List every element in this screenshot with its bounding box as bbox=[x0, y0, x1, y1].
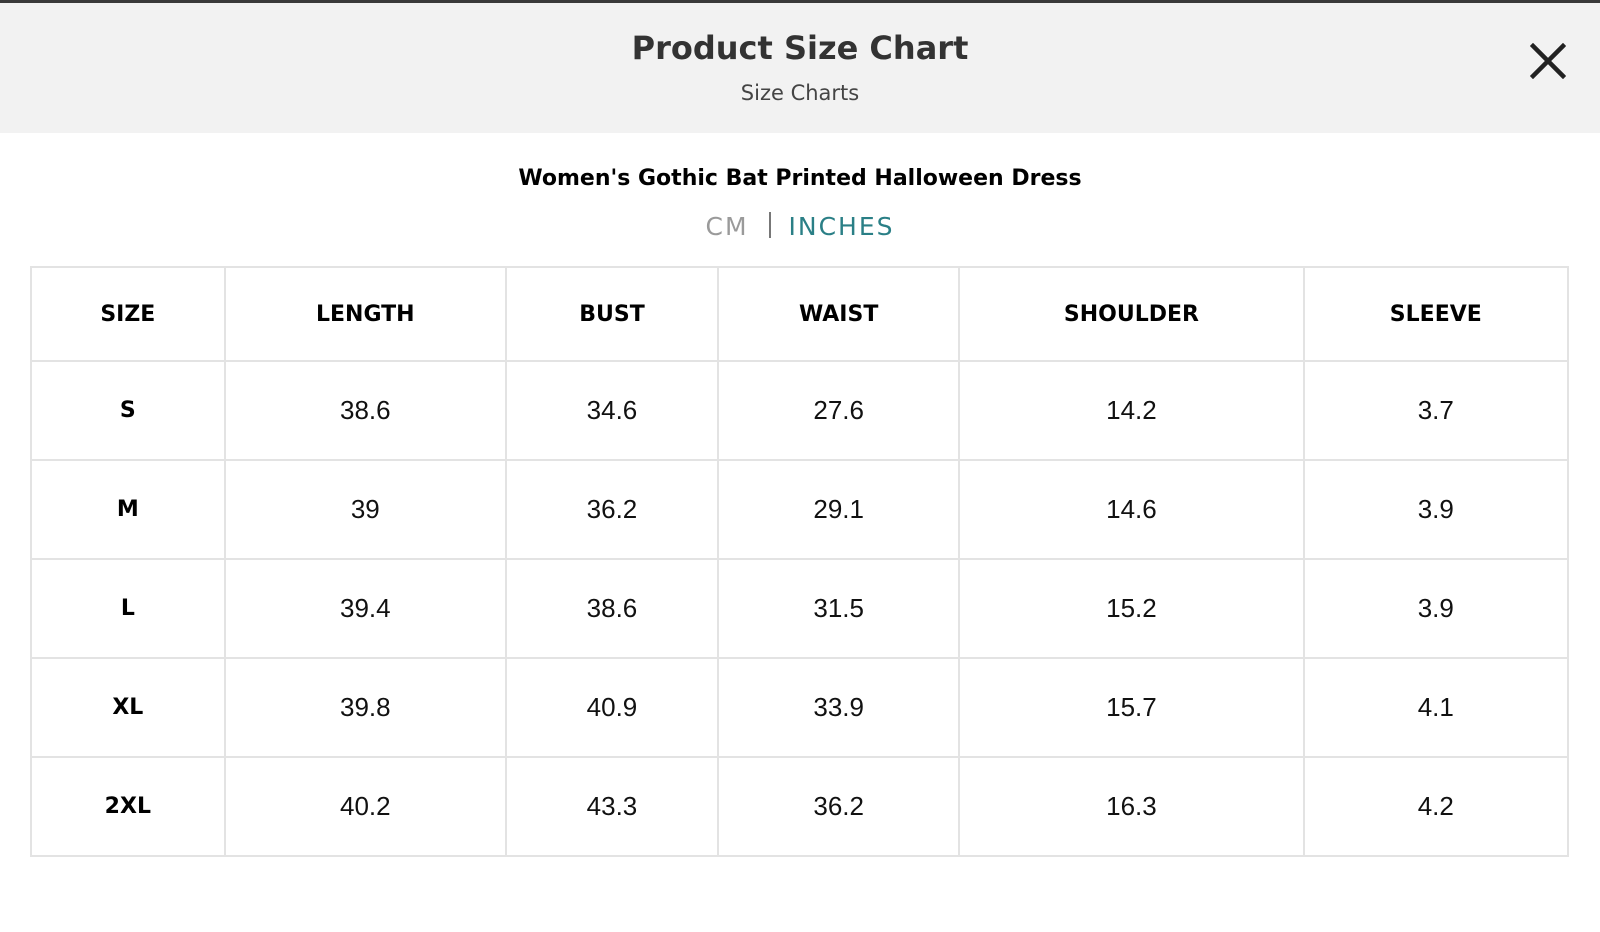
measurement: 29.1 bbox=[717, 459, 961, 560]
measurement: 3.9 bbox=[1302, 558, 1570, 659]
column-header: BUST bbox=[504, 266, 720, 362]
measurement: 14.2 bbox=[958, 360, 1305, 461]
measurement: 31.5 bbox=[717, 558, 961, 659]
table-row: M 39 36.2 29.1 14.6 3.9 bbox=[30, 459, 1570, 560]
close-icon bbox=[1530, 43, 1566, 79]
measurement: 4.2 bbox=[1302, 756, 1570, 857]
measurement: 15.7 bbox=[958, 657, 1305, 758]
measurement: 16.3 bbox=[958, 756, 1305, 857]
measurement: 38.6 bbox=[223, 360, 507, 461]
measurement: 36.2 bbox=[717, 756, 961, 857]
unit-divider bbox=[768, 212, 771, 238]
column-header: SLEEVE bbox=[1302, 266, 1570, 362]
size-label: XL bbox=[30, 657, 226, 758]
measurement: 15.2 bbox=[958, 558, 1305, 659]
measurement: 3.9 bbox=[1302, 459, 1570, 560]
product-name: Women's Gothic Bat Printed Halloween Dre… bbox=[518, 166, 1082, 191]
measurement: 14.6 bbox=[958, 459, 1305, 560]
measurement: 39.4 bbox=[223, 558, 507, 659]
close-button[interactable] bbox=[1530, 43, 1566, 79]
column-header: SHOULDER bbox=[958, 266, 1305, 362]
table-row: L 39.4 38.6 31.5 15.2 3.9 bbox=[30, 558, 1570, 659]
measurement: 39 bbox=[223, 459, 507, 560]
table-row: S 38.6 34.6 27.6 14.2 3.7 bbox=[30, 360, 1570, 461]
column-header: LENGTH bbox=[223, 266, 507, 362]
unit-option[interactable]: CM bbox=[705, 212, 749, 241]
size-label: 2XL bbox=[30, 756, 226, 857]
table-head: SIZE LENGTH BUST WAIST SHOULDER SLEEVE bbox=[30, 266, 1570, 362]
table-row: XL 39.8 40.9 33.9 15.7 4.1 bbox=[30, 657, 1570, 758]
size-table: SIZE LENGTH BUST WAIST SHOULDER SLEEVE S 38.6 3… bbox=[30, 266, 1570, 857]
measurement: 43.3 bbox=[504, 756, 720, 857]
top-border bbox=[0, 0, 1600, 3]
measurement: 3.7 bbox=[1302, 360, 1570, 461]
measurement: 27.6 bbox=[717, 360, 961, 461]
measurement: 40.2 bbox=[223, 756, 507, 857]
size-label: L bbox=[30, 558, 226, 659]
table-row: 2XL 40.2 43.3 36.2 16.3 4.2 bbox=[30, 756, 1570, 857]
measurement: 33.9 bbox=[717, 657, 961, 758]
column-header: SIZE bbox=[30, 266, 226, 362]
measurement: 36.2 bbox=[504, 459, 720, 560]
size-label: M bbox=[30, 459, 226, 560]
unit-option[interactable]: INCHES bbox=[788, 212, 895, 241]
modal-title: Product Size Chart bbox=[631, 29, 969, 67]
header-row: SIZE LENGTH BUST WAIST SHOULDER SLEEVE bbox=[30, 266, 1570, 362]
size-label: S bbox=[30, 360, 226, 461]
column-header: WAIST bbox=[717, 266, 961, 362]
measurement: 38.6 bbox=[504, 558, 720, 659]
modal-subtitle: Size Charts bbox=[740, 81, 860, 105]
unit-toggle: CM INCHES bbox=[0, 212, 1600, 241]
measurement: 39.8 bbox=[223, 657, 507, 758]
table-body: S 38.6 34.6 27.6 14.2 3.7 M 39 36.2 29.1 14.6 3.9 L 3… bbox=[30, 360, 1570, 857]
measurement: 40.9 bbox=[504, 657, 720, 758]
modal-header: Product Size Chart Size Charts bbox=[0, 3, 1600, 133]
measurement: 4.1 bbox=[1302, 657, 1570, 758]
measurement: 34.6 bbox=[504, 360, 720, 461]
